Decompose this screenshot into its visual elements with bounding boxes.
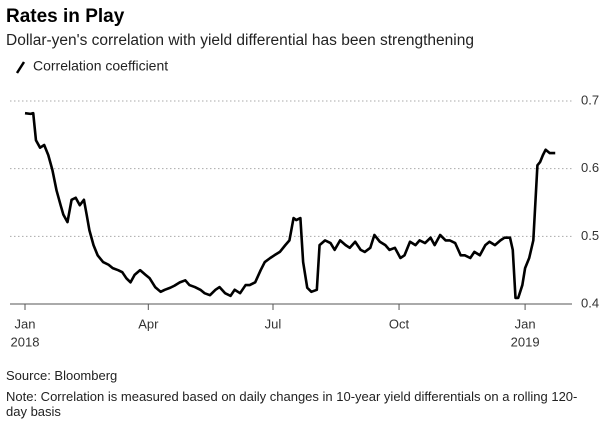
x-tick-year: 2018 [11, 334, 40, 349]
x-tick-label: Jul [265, 316, 282, 331]
data-line [24, 111, 556, 300]
legend-swatch [15, 61, 26, 74]
x-tick-year: 2019 [511, 334, 540, 349]
note: Note: Correlation is measured based on d… [6, 389, 578, 419]
x-tick-label: Apr [138, 316, 159, 331]
y-tick-label: 0.5 [581, 228, 599, 243]
chart-title: Rates in Play [6, 6, 125, 27]
source: Source: Bloomberg [6, 368, 118, 383]
x-tick-label: Jan [515, 316, 536, 331]
x-tick-label: Oct [389, 316, 410, 331]
y-tick-label: 0.4 [581, 295, 599, 310]
chart-subtitle: Dollar-yen's correlation with yield diff… [6, 32, 474, 49]
y-tick-label: 0.6 [581, 160, 599, 175]
y-tick-label: 0.7 [581, 92, 599, 107]
x-tick-label: Jan [15, 316, 36, 331]
legend-label: Correlation coefficient [33, 58, 168, 74]
